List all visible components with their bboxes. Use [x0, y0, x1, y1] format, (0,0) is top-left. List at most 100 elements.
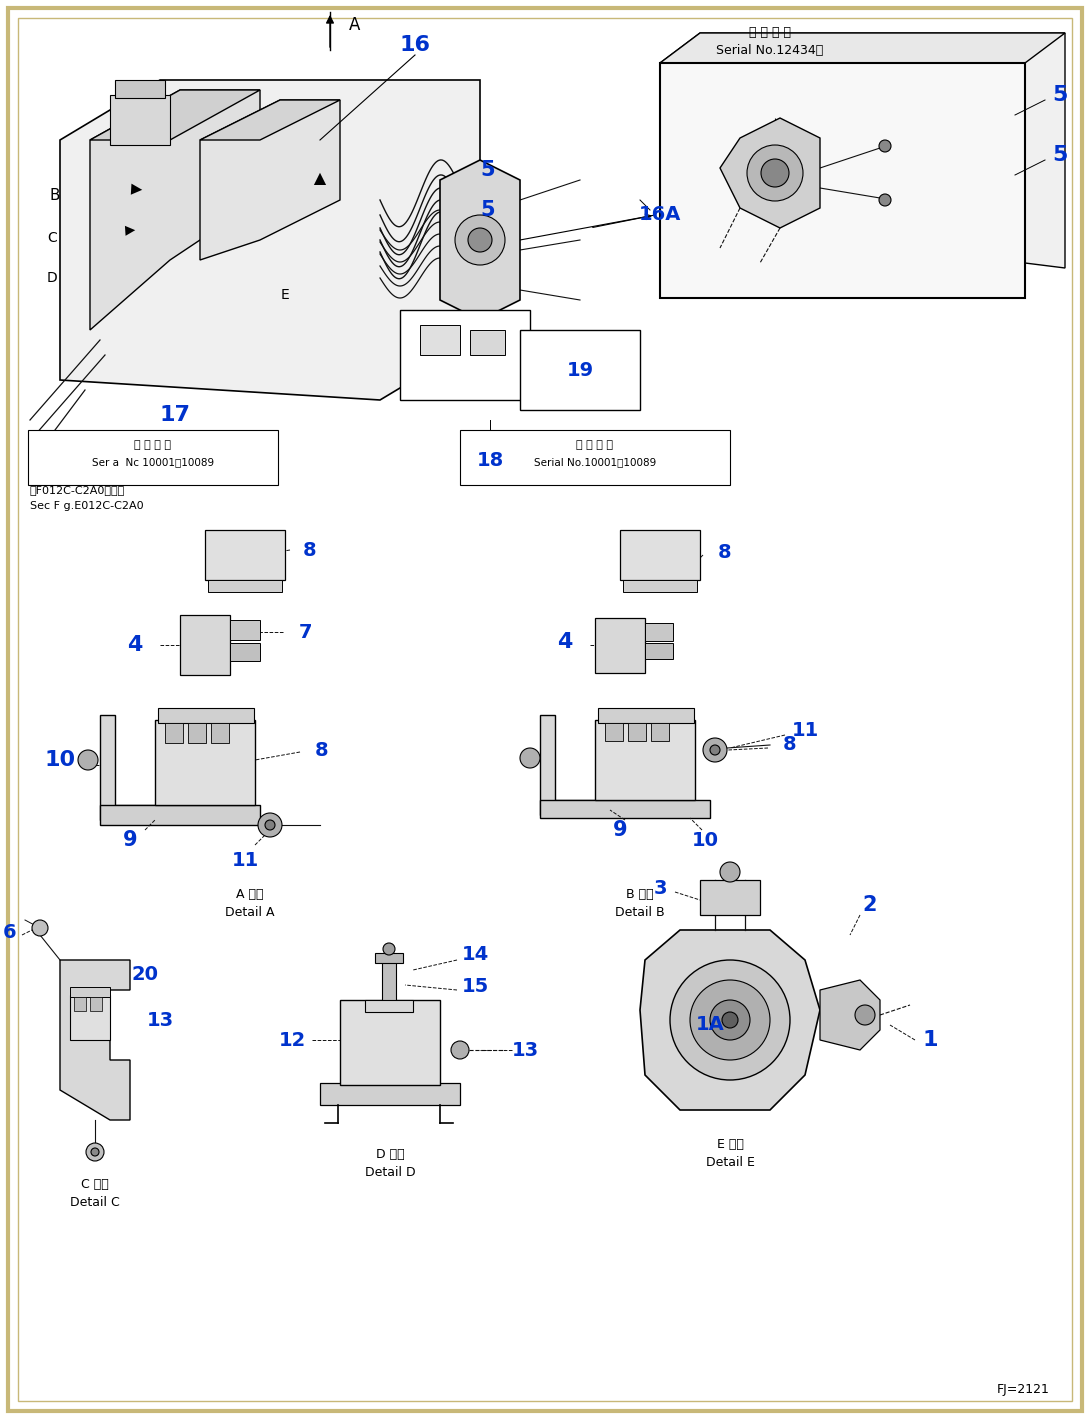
Circle shape	[32, 920, 48, 937]
Text: C 詳細: C 詳細	[81, 1179, 109, 1192]
Text: D 詳細: D 詳細	[376, 1148, 404, 1162]
Text: 7: 7	[299, 623, 312, 641]
Bar	[645, 643, 673, 658]
Bar	[661, 62, 1025, 298]
Text: 另F012C-C2A0図参照: 另F012C-C2A0図参照	[31, 485, 125, 495]
Bar	[205, 531, 284, 580]
Text: D: D	[47, 271, 58, 285]
Bar	[651, 724, 669, 741]
Text: 通 用 号 机: 通 用 号 机	[134, 440, 171, 450]
Text: Detail B: Detail B	[615, 905, 665, 918]
Text: Detail C: Detail C	[70, 1195, 120, 1209]
Text: E 詳細: E 詳細	[716, 1138, 743, 1151]
Text: 4: 4	[557, 631, 572, 651]
Text: 19: 19	[567, 360, 594, 379]
Text: 8: 8	[784, 735, 797, 755]
Bar	[605, 724, 623, 741]
Bar	[700, 880, 760, 915]
Text: 5: 5	[481, 200, 495, 220]
Text: Serial No.12434～: Serial No.12434～	[716, 44, 824, 57]
Bar	[623, 580, 697, 592]
Text: 4: 4	[128, 634, 143, 656]
Circle shape	[722, 1012, 738, 1027]
Bar	[230, 643, 261, 661]
Circle shape	[747, 145, 803, 201]
Bar	[110, 95, 170, 145]
Bar	[540, 800, 710, 817]
Circle shape	[78, 751, 98, 771]
Text: 2: 2	[863, 895, 877, 915]
Text: 9: 9	[123, 830, 137, 850]
Bar	[187, 724, 206, 744]
Text: 8: 8	[718, 542, 731, 562]
Circle shape	[703, 738, 727, 762]
Circle shape	[383, 944, 395, 955]
Bar	[598, 708, 694, 724]
Text: 8: 8	[303, 541, 317, 559]
Text: 12: 12	[278, 1030, 305, 1050]
Text: 9: 9	[613, 820, 628, 840]
Bar	[28, 430, 278, 485]
Text: 1A: 1A	[695, 1016, 725, 1034]
Bar	[620, 531, 700, 580]
Circle shape	[90, 1148, 99, 1156]
Circle shape	[761, 159, 789, 187]
Text: Detail E: Detail E	[705, 1155, 754, 1168]
Bar	[365, 1000, 413, 1012]
Bar	[158, 708, 254, 724]
Text: 適 用 号 機: 適 用 号 機	[749, 26, 791, 38]
Text: 10: 10	[691, 830, 718, 850]
Circle shape	[670, 961, 790, 1080]
Circle shape	[720, 861, 740, 883]
Circle shape	[451, 1042, 469, 1059]
Text: A: A	[349, 16, 361, 34]
Text: 14: 14	[461, 945, 488, 965]
Polygon shape	[100, 715, 155, 820]
Circle shape	[690, 981, 770, 1060]
Circle shape	[468, 228, 492, 253]
Circle shape	[855, 1005, 875, 1025]
Text: 20: 20	[132, 965, 158, 985]
Polygon shape	[199, 99, 340, 260]
Circle shape	[265, 820, 275, 830]
Circle shape	[258, 813, 282, 837]
Text: Detail D: Detail D	[365, 1166, 415, 1179]
Bar	[230, 620, 261, 640]
Bar	[420, 325, 460, 355]
Text: 11: 11	[791, 721, 819, 739]
Bar	[100, 805, 261, 824]
Text: 13: 13	[511, 1040, 538, 1060]
Circle shape	[879, 194, 891, 206]
Text: 3: 3	[653, 878, 667, 897]
Text: 18: 18	[476, 450, 504, 470]
Text: 8: 8	[315, 741, 329, 759]
Polygon shape	[90, 89, 261, 140]
Bar	[70, 988, 110, 998]
Text: FJ=2121: FJ=2121	[997, 1382, 1050, 1395]
Text: 1: 1	[922, 1030, 937, 1050]
Bar	[645, 623, 673, 641]
Text: 13: 13	[146, 1010, 173, 1030]
Polygon shape	[440, 160, 520, 321]
Bar	[595, 719, 695, 800]
Bar	[155, 719, 255, 805]
Polygon shape	[60, 961, 130, 1120]
Bar	[74, 998, 86, 1010]
Polygon shape	[661, 33, 1065, 62]
Bar	[375, 954, 403, 964]
Text: B 詳細: B 詳細	[626, 888, 654, 901]
Circle shape	[520, 748, 540, 768]
Circle shape	[86, 1142, 104, 1161]
Polygon shape	[720, 118, 820, 228]
Bar	[320, 1083, 460, 1105]
Text: 16: 16	[400, 35, 431, 55]
Bar	[595, 619, 645, 673]
Bar	[628, 724, 646, 741]
Circle shape	[455, 216, 505, 265]
Bar	[382, 961, 396, 1002]
Bar	[400, 309, 530, 400]
Text: B: B	[50, 187, 60, 203]
Text: Ser a  Nc 10001～10089: Ser a Nc 10001～10089	[92, 457, 214, 467]
Text: 5: 5	[481, 160, 495, 180]
Bar	[180, 614, 230, 675]
